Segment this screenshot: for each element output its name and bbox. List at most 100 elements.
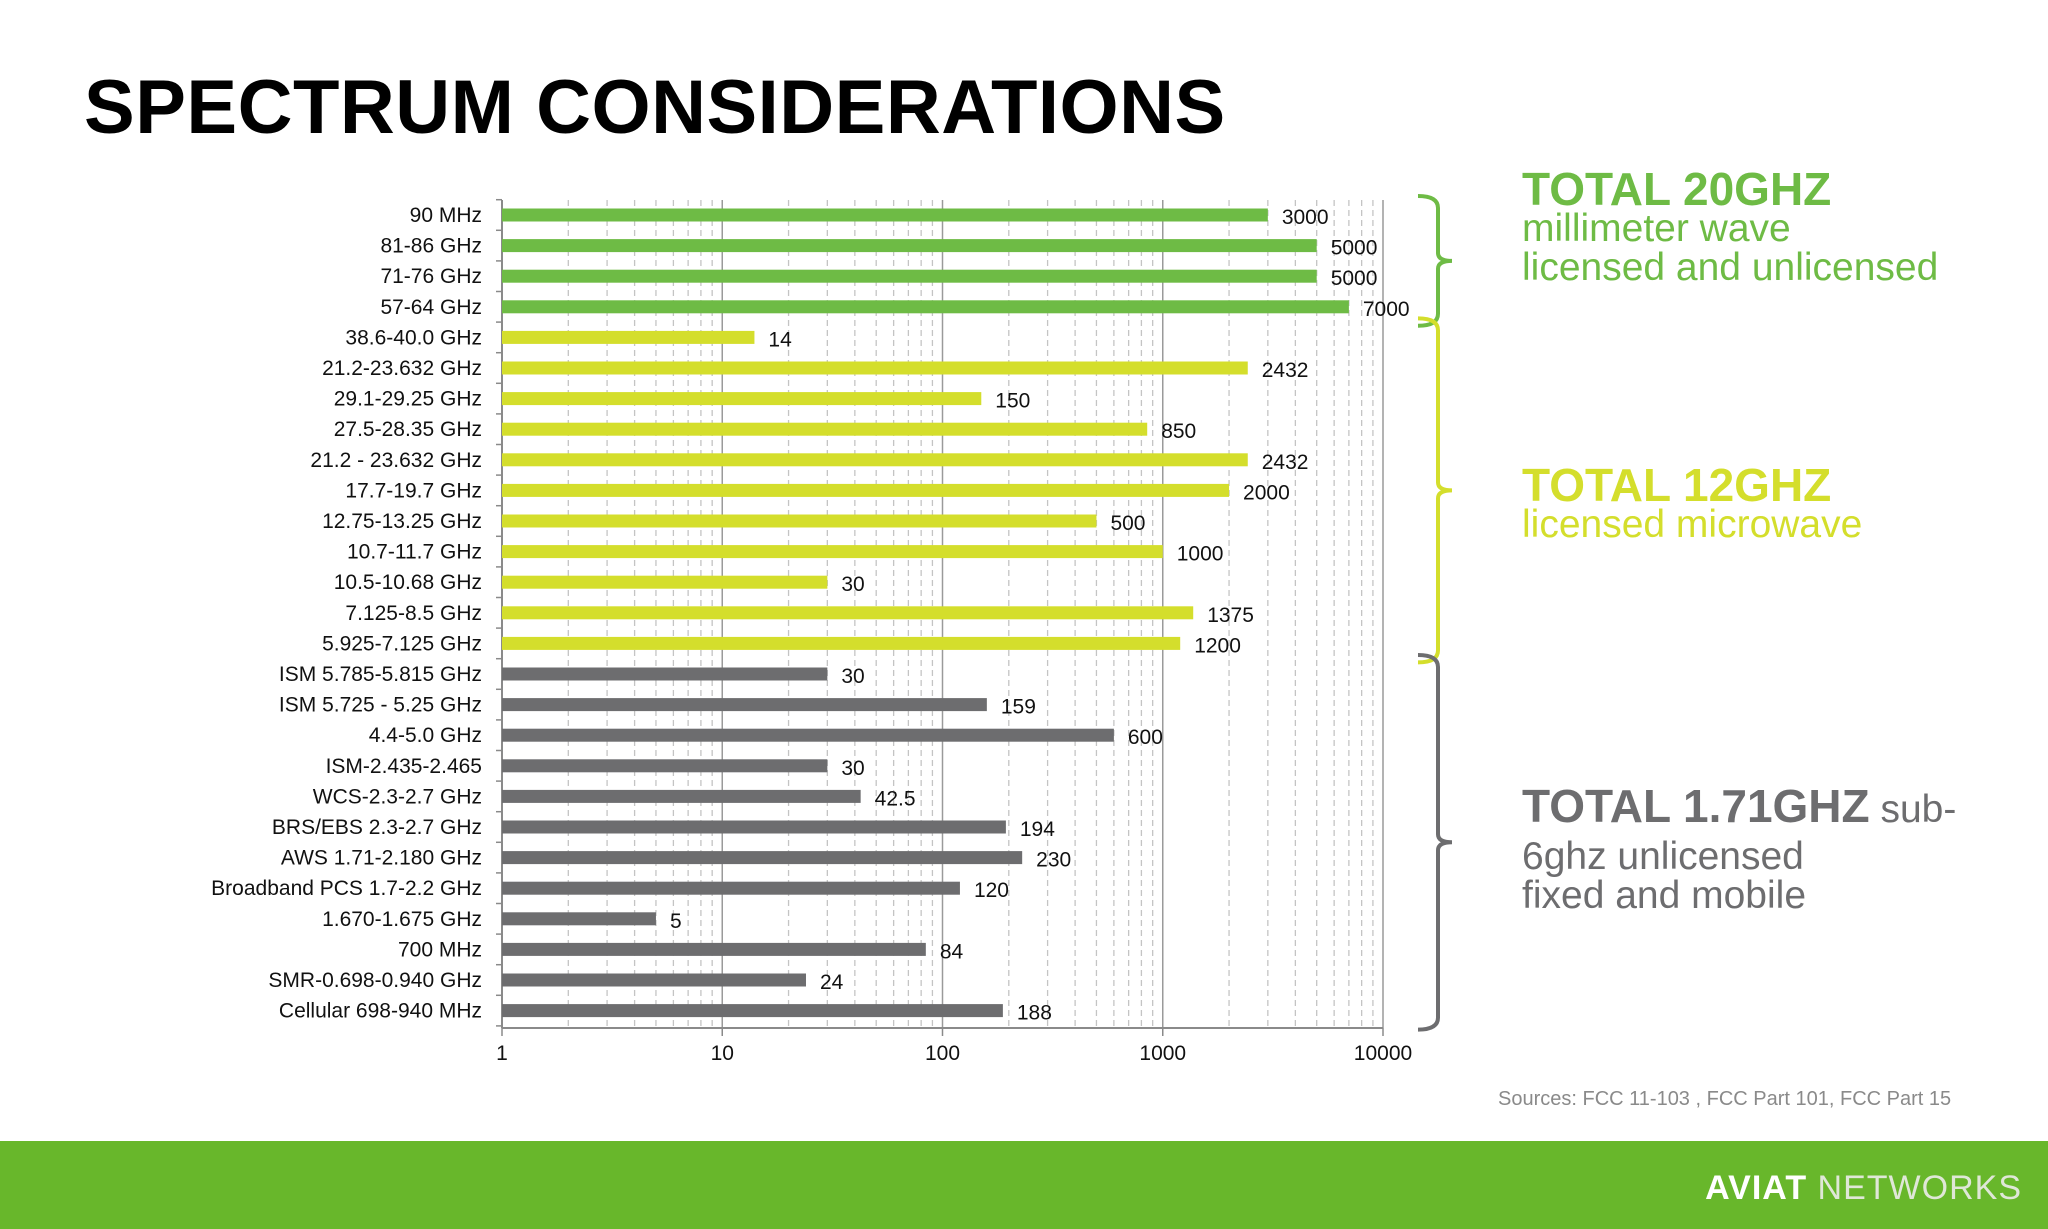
bar-9 <box>502 453 1248 467</box>
group-mmwave-sub-1: millimeter wave <box>1522 207 1791 250</box>
group-sub6-sub-2: fixed and mobile <box>1522 874 1807 917</box>
bar-10 <box>502 483 1230 497</box>
category-label: 71-76 GHz <box>380 265 482 288</box>
bar-1 <box>502 208 1268 222</box>
bar-6 <box>502 361 1248 375</box>
bar-3 <box>502 269 1317 283</box>
bar-26 <box>502 973 806 987</box>
category-label: 5.925-7.125 GHz <box>322 632 482 655</box>
bar-23 <box>502 881 960 895</box>
data-label: 7000 <box>1363 298 1410 321</box>
group-sub6-total: TOTAL 1.71GHZ <box>1522 780 1870 832</box>
category-label: 12.75-13.25 GHz <box>322 510 482 533</box>
category-label: BRS/EBS 2.3-2.7 GHz <box>272 816 482 839</box>
data-label: 194 <box>1020 818 1055 841</box>
category-label: 27.5-28.35 GHz <box>334 418 482 441</box>
chart-labels: 1 10 100 1000 10000 90 MHz 3000 81-86 GHz 5000 71… <box>211 204 1412 1065</box>
bar-22 <box>502 851 1023 865</box>
sources-note: Sources: FCC 11-103 , FCC Part 101, FCC … <box>1498 1088 1952 1110</box>
category-label: ISM 5.785-5.815 GHz <box>279 663 482 686</box>
category-label: 57-64 GHz <box>380 296 482 319</box>
category-label: Cellular 698-940 MHz <box>279 1000 482 1023</box>
data-label: 159 <box>1001 696 1036 719</box>
x-tick-label: 1 <box>496 1042 508 1065</box>
group-sub6-text: TOTAL 1.71GHZ sub- 6ghz unlicensed fixed… <box>1522 783 2002 917</box>
category-label: ISM 5.725 - 5.25 GHz <box>279 694 482 717</box>
chart-bars <box>502 208 1349 1018</box>
bar-17 <box>502 698 987 712</box>
group-mmwave-text: TOTAL 20GHZ millimeter wave licensed and… <box>1522 163 2002 289</box>
data-label: 500 <box>1110 512 1145 535</box>
page-title: SPECTRUM CONSIDERATIONS <box>84 65 1226 150</box>
data-label: 1000 <box>1177 543 1224 566</box>
category-label: WCS-2.3-2.7 GHz <box>313 785 482 808</box>
category-label: 17.7-19.7 GHz <box>345 479 482 502</box>
category-label: Broadband PCS 1.7-2.2 GHz <box>211 877 482 900</box>
data-label: 5000 <box>1331 237 1378 260</box>
category-label: SMR-0.698-0.940 GHz <box>268 969 482 992</box>
spectrum-bar-chart: 1 10 100 1000 10000 90 MHz 3000 81-86 GHz 5000 71… <box>211 194 1453 1065</box>
bar-15 <box>502 636 1181 650</box>
bar-16 <box>502 667 828 681</box>
bar-4 <box>502 300 1349 314</box>
bar-8 <box>502 422 1148 436</box>
group-mmwave-sub-2: licensed and unlicensed <box>1522 246 1939 289</box>
bar-18 <box>502 728 1114 742</box>
category-label: 1.670-1.675 GHz <box>322 908 482 931</box>
data-label: 2432 <box>1262 451 1309 474</box>
bar-24 <box>502 912 656 926</box>
footer-bar: AVIAT NETWORKS <box>0 1141 2048 1229</box>
data-label: 150 <box>995 390 1030 413</box>
bar-14 <box>502 606 1194 620</box>
data-label: 600 <box>1128 726 1163 749</box>
group-sub6-sub-1: 6ghz unlicensed <box>1522 835 1804 878</box>
category-label: 10.7-11.7 GHz <box>347 541 482 564</box>
bar-27 <box>502 1004 1003 1018</box>
category-label: 7.125-8.5 GHz <box>345 602 482 625</box>
category-label: ISM-2.435-2.465 <box>326 755 482 778</box>
group-mmwave-total: TOTAL 20GHZ <box>1522 163 1832 215</box>
data-label: 5 <box>670 910 682 933</box>
logo-word-2: NETWORKS <box>1817 1169 2022 1207</box>
data-label: 2432 <box>1262 359 1309 382</box>
data-label: 30 <box>841 757 864 780</box>
category-label: 90 MHz <box>410 204 482 227</box>
data-label: 3000 <box>1282 206 1329 229</box>
category-label: 4.4-5.0 GHz <box>369 724 482 747</box>
data-label: 188 <box>1017 1002 1052 1025</box>
category-label: 700 MHz <box>398 938 482 961</box>
category-label: AWS 1.71-2.180 GHz <box>281 847 482 870</box>
category-label: 21.2 - 23.632 GHz <box>310 449 482 472</box>
category-label: 21.2-23.632 GHz <box>322 357 482 380</box>
data-label: 30 <box>841 665 864 688</box>
bar-5 <box>502 330 755 344</box>
data-label: 30 <box>841 573 864 596</box>
group-microwave-total: TOTAL 12GHZ <box>1522 459 1832 511</box>
data-label: 1200 <box>1194 634 1241 657</box>
data-label: 84 <box>940 940 964 963</box>
bar-13 <box>502 575 828 589</box>
data-label: 2000 <box>1243 481 1290 504</box>
bar-19 <box>502 759 828 773</box>
group-sub6-total-suffix: sub- <box>1869 788 1957 831</box>
group-bracket-2 <box>1417 316 1453 665</box>
group-microwave-text: TOTAL 12GHZ licensed microwave <box>1522 459 2002 546</box>
x-tick-label: 1000 <box>1139 1042 1186 1065</box>
data-label: 14 <box>768 328 792 351</box>
x-tick-label: 100 <box>925 1042 960 1065</box>
bar-20 <box>502 789 861 803</box>
x-tick-label: 10 <box>711 1042 734 1065</box>
bar-11 <box>502 514 1097 528</box>
data-label: 42.5 <box>875 787 916 810</box>
bar-21 <box>502 820 1006 834</box>
group-brackets <box>1417 194 1453 1032</box>
company-logo: AVIAT NETWORKS <box>1705 1169 2022 1208</box>
category-label: 38.6-40.0 GHz <box>345 326 482 349</box>
data-label: 120 <box>974 879 1009 902</box>
bar-2 <box>502 239 1317 253</box>
bar-7 <box>502 392 982 406</box>
group-microwave-sub-1: licensed microwave <box>1522 503 1863 546</box>
data-label: 24 <box>820 971 844 994</box>
data-label: 1375 <box>1207 604 1254 627</box>
category-label: 29.1-29.25 GHz <box>334 388 482 411</box>
